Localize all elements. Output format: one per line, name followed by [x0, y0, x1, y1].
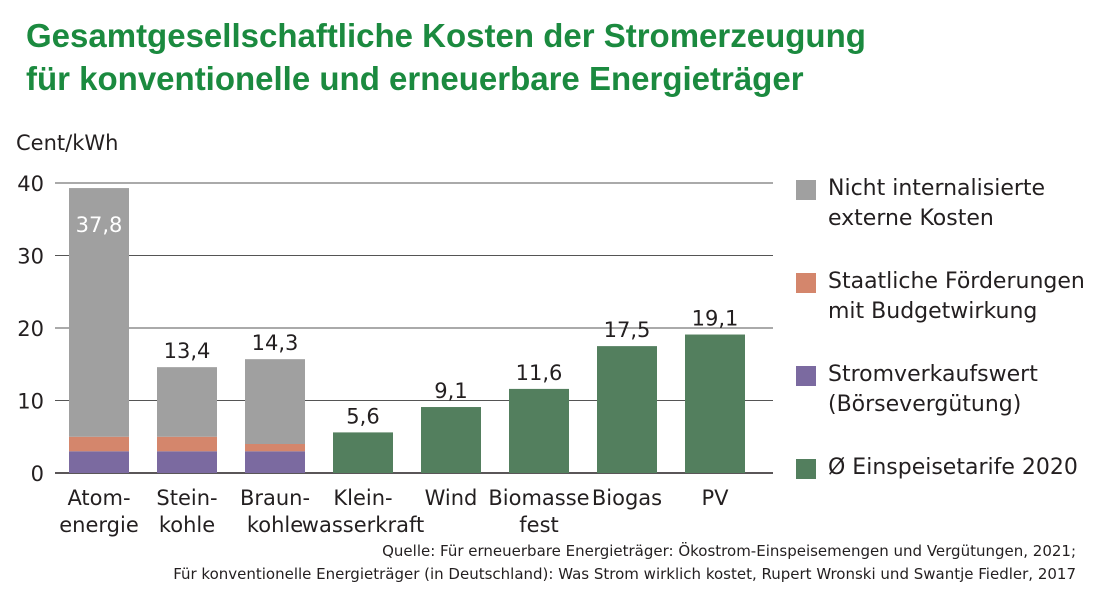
bars [69, 188, 745, 473]
x-tick-label: Biogas [592, 486, 662, 510]
bar-segment [245, 451, 305, 473]
bar-segment [157, 367, 217, 437]
x-tick-label: Atom- [67, 486, 130, 510]
legend-label: Stromverkaufswert (Börsevergütung) [828, 362, 1038, 417]
x-tick-label: kohle [247, 513, 303, 537]
x-axis-labels: Atom-energie Stein-kohle Braun-kohle Klein-… [59, 486, 729, 537]
bar-segment [157, 451, 217, 473]
x-tick-label: Stein- [156, 486, 217, 510]
x-tick-label: fest [519, 513, 559, 537]
legend-label: Staatliche Förderungen mit Budgetwirkung [828, 269, 1085, 324]
y-tick-label: 20 [17, 317, 44, 341]
data-label: 11,6 [516, 361, 563, 385]
bar-segment [421, 407, 481, 473]
x-tick-label: Braun- [240, 486, 310, 510]
legend-label: Nicht internalisierte externe Kosten [828, 176, 1046, 231]
legend-label: Ø Einspeisetarife 2020 [828, 455, 1078, 480]
chart-title: Gesamtgesellschaftliche Kosten der Strom… [26, 14, 866, 100]
source-line-1: Quelle: Für erneuerbare Energieträger: Ö… [382, 542, 1076, 560]
data-labels: 37,8 13,4 14,3 5,6 9,1 11,6 17,5 19,1 [76, 213, 739, 428]
chart-title-line-2: für konventionelle und erneuerbare Energ… [26, 60, 804, 97]
bar-segment [69, 451, 129, 473]
data-label: 14,3 [252, 331, 299, 355]
bar-segment [333, 432, 393, 473]
legend-swatch [796, 459, 816, 479]
data-label: 5,6 [346, 404, 379, 428]
data-label: 13,4 [164, 339, 211, 363]
legend-swatch [796, 273, 816, 293]
bar-segment [245, 444, 305, 452]
bar-segment [69, 188, 129, 437]
source-note: Quelle: Für erneuerbare Energieträger: Ö… [76, 540, 1076, 586]
data-label: 19,1 [692, 307, 739, 331]
x-tick-label: Klein- [333, 486, 392, 510]
bar-segment [69, 436, 129, 452]
bar-segment [597, 346, 657, 473]
y-tick-label: 0 [31, 462, 44, 486]
x-tick-label: wasserkraft [302, 513, 424, 537]
x-tick-label: Biomasse [488, 486, 589, 510]
chart-title-line-1: Gesamtgesellschaftliche Kosten der Strom… [26, 17, 866, 54]
y-tick-label: 10 [17, 390, 44, 414]
legend-swatch [796, 366, 816, 386]
y-axis-label: Cent/kWh [16, 131, 118, 155]
bar-segment [509, 388, 569, 473]
x-tick-label: energie [59, 513, 139, 537]
bar-segment [157, 436, 217, 452]
y-tick-label: 30 [17, 245, 44, 269]
legend-swatch [796, 180, 816, 200]
x-tick-label: Wind [425, 486, 478, 510]
source-line-2: Für konventionelle Energieträger (in Deu… [173, 565, 1076, 583]
data-label: 17,5 [604, 318, 651, 342]
y-tick-label: 40 [17, 172, 44, 196]
data-label: 9,1 [434, 379, 467, 403]
bar-segment [245, 359, 305, 444]
y-axis-ticks: 0 10 20 30 40 [17, 172, 44, 486]
data-label: 37,8 [76, 213, 123, 237]
bar-segment [685, 334, 745, 473]
bar-chart: Cent/kWh 0 10 20 30 40 37,8 13,4 14,3 5,6 9,1 11,… [16, 131, 773, 537]
x-tick-label: PV [701, 486, 729, 510]
x-tick-label: kohle [159, 513, 215, 537]
